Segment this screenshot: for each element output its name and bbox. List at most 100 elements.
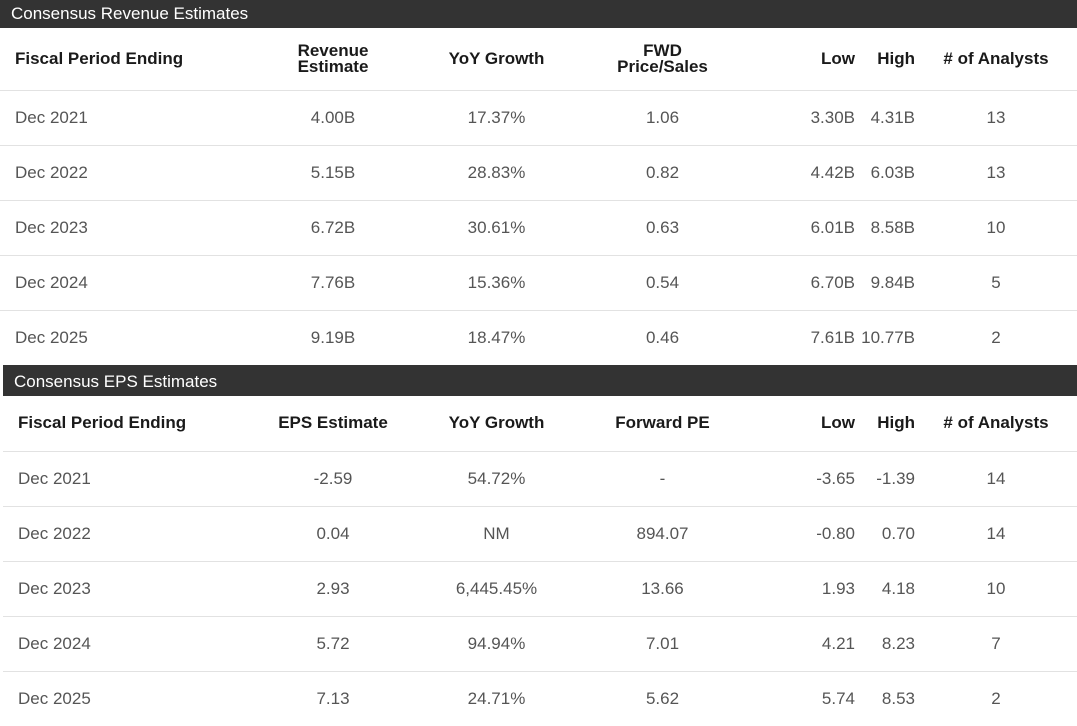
cell-growth: 30.61% <box>413 199 580 255</box>
table-row: Dec 2022 5.15B 28.83% 0.82 4.42B 6.03B 1… <box>0 144 1077 200</box>
cell-growth: 17.37% <box>413 89 580 145</box>
cell-period: Dec 2025 <box>3 670 253 726</box>
cell-low: 4.21 <box>745 615 855 671</box>
eps-estimates-section: Consensus EPS Estimates Fiscal Period En… <box>3 365 1077 726</box>
cell-estimate: 0.04 <box>253 505 413 561</box>
cell-low: 4.42B <box>745 144 855 200</box>
cell-ratio: - <box>580 450 745 506</box>
col-header-high[interactable]: High <box>877 413 915 433</box>
col-header-revenue-estimate[interactable]: Revenue Estimate <box>253 28 413 90</box>
cell-estimate: 5.15B <box>253 144 413 200</box>
table-row: Dec 2022 0.04 NM 894.07 -0.80 0.70 14 <box>3 505 1077 561</box>
cell-analysts: 2 <box>915 309 1077 365</box>
cell-growth: 54.72% <box>413 450 580 506</box>
cell-growth: NM <box>413 505 580 561</box>
cell-low: 3.30B <box>745 89 855 145</box>
cell-high: 0.70 <box>855 505 915 561</box>
cell-analysts: 2 <box>915 670 1077 726</box>
cell-high: 9.84B <box>855 254 915 310</box>
cell-ratio: 7.01 <box>580 615 745 671</box>
col-header-revenue-estimate-line2: Estimate <box>297 56 369 76</box>
eps-section-title: Consensus EPS Estimates <box>3 365 1077 396</box>
cell-ratio: 0.54 <box>580 254 745 310</box>
revenue-section-title: Consensus Revenue Estimates <box>0 0 1077 28</box>
cell-ratio: 5.62 <box>580 670 745 726</box>
col-header-fwd-price-sales-line2: Price/Sales <box>617 56 708 76</box>
col-header-revenue-estimate-line1: Revenue <box>297 40 369 60</box>
cell-high: 8.23 <box>855 615 915 671</box>
cell-estimate: -2.59 <box>253 450 413 506</box>
cell-estimate: 7.76B <box>253 254 413 310</box>
col-header-fwd-price-sales[interactable]: FWD Price/Sales <box>580 28 745 90</box>
cell-growth: 24.71% <box>413 670 580 726</box>
table-row: Dec 2025 7.13 24.71% 5.62 5.74 8.53 2 <box>3 670 1077 726</box>
cell-estimate: 2.93 <box>253 560 413 616</box>
col-header-period[interactable]: Fiscal Period Ending <box>18 413 187 433</box>
cell-analysts: 7 <box>915 615 1077 671</box>
eps-estimates-table: Fiscal Period Ending EPS Estimate YoY Gr… <box>3 396 1077 726</box>
table-row: Dec 2024 7.76B 15.36% 0.54 6.70B 9.84B 5 <box>0 254 1077 310</box>
col-header-yoy-growth[interactable]: YoY Growth <box>448 48 545 68</box>
cell-estimate: 5.72 <box>253 615 413 671</box>
cell-low: 1.93 <box>745 560 855 616</box>
cell-estimate: 7.13 <box>253 670 413 726</box>
cell-ratio: 1.06 <box>580 89 745 145</box>
cell-period: Dec 2022 <box>3 505 253 561</box>
col-header-forward-pe[interactable]: Forward PE <box>615 413 710 433</box>
cell-ratio: 0.82 <box>580 144 745 200</box>
cell-period: Dec 2021 <box>3 450 253 506</box>
table-row: Dec 2024 5.72 94.94% 7.01 4.21 8.23 7 <box>3 615 1077 671</box>
cell-high: 4.31B <box>855 89 915 145</box>
cell-low: 7.61B <box>745 309 855 365</box>
cell-growth: 28.83% <box>413 144 580 200</box>
cell-analysts: 10 <box>915 199 1077 255</box>
revenue-header-row: Fiscal Period Ending Revenue Estimate Yo… <box>0 28 1077 90</box>
cell-low: -3.65 <box>745 450 855 506</box>
cell-growth: 94.94% <box>413 615 580 671</box>
cell-estimate: 9.19B <box>253 309 413 365</box>
col-header-analysts[interactable]: # of Analysts <box>943 48 1049 68</box>
cell-ratio: 0.63 <box>580 199 745 255</box>
table-row: Dec 2025 9.19B 18.47% 0.46 7.61B 10.77B … <box>0 309 1077 365</box>
cell-period: Dec 2023 <box>0 199 253 255</box>
cell-low: 5.74 <box>745 670 855 726</box>
cell-ratio: 894.07 <box>580 505 745 561</box>
cell-high: 8.58B <box>855 199 915 255</box>
cell-low: 6.70B <box>745 254 855 310</box>
cell-high: 4.18 <box>855 560 915 616</box>
cell-ratio: 0.46 <box>580 309 745 365</box>
cell-estimate: 6.72B <box>253 199 413 255</box>
col-header-high[interactable]: High <box>877 48 915 68</box>
cell-low: 6.01B <box>745 199 855 255</box>
col-header-low[interactable]: Low <box>821 413 855 433</box>
cell-low: -0.80 <box>745 505 855 561</box>
cell-growth: 18.47% <box>413 309 580 365</box>
cell-period: Dec 2022 <box>0 144 253 200</box>
table-row: Dec 2023 6.72B 30.61% 0.63 6.01B 8.58B 1… <box>0 199 1077 255</box>
cell-high: 10.77B <box>855 309 915 365</box>
col-header-analysts[interactable]: # of Analysts <box>943 413 1049 433</box>
revenue-estimates-table: Fiscal Period Ending Revenue Estimate Yo… <box>0 28 1077 365</box>
cell-analysts: 13 <box>915 89 1077 145</box>
col-header-fwd-price-sales-line1: FWD <box>643 40 682 60</box>
col-header-yoy-growth[interactable]: YoY Growth <box>448 413 545 433</box>
cell-high: 8.53 <box>855 670 915 726</box>
cell-period: Dec 2024 <box>0 254 253 310</box>
revenue-estimates-section: Consensus Revenue Estimates Fiscal Perio… <box>0 0 1077 365</box>
cell-estimate: 4.00B <box>253 89 413 145</box>
cell-growth: 15.36% <box>413 254 580 310</box>
col-header-eps-estimate[interactable]: EPS Estimate <box>278 413 388 433</box>
cell-period: Dec 2023 <box>3 560 253 616</box>
col-header-low[interactable]: Low <box>821 48 855 68</box>
cell-high: -1.39 <box>855 450 915 506</box>
cell-analysts: 14 <box>915 450 1077 506</box>
cell-period: Dec 2024 <box>3 615 253 671</box>
cell-period: Dec 2025 <box>0 309 253 365</box>
table-row: Dec 2021 4.00B 17.37% 1.06 3.30B 4.31B 1… <box>0 89 1077 145</box>
cell-growth: 6,445.45% <box>413 560 580 616</box>
cell-analysts: 10 <box>915 560 1077 616</box>
col-header-period[interactable]: Fiscal Period Ending <box>15 48 184 68</box>
cell-ratio: 13.66 <box>580 560 745 616</box>
eps-header-row: Fiscal Period Ending EPS Estimate YoY Gr… <box>3 396 1077 451</box>
cell-analysts: 13 <box>915 144 1077 200</box>
